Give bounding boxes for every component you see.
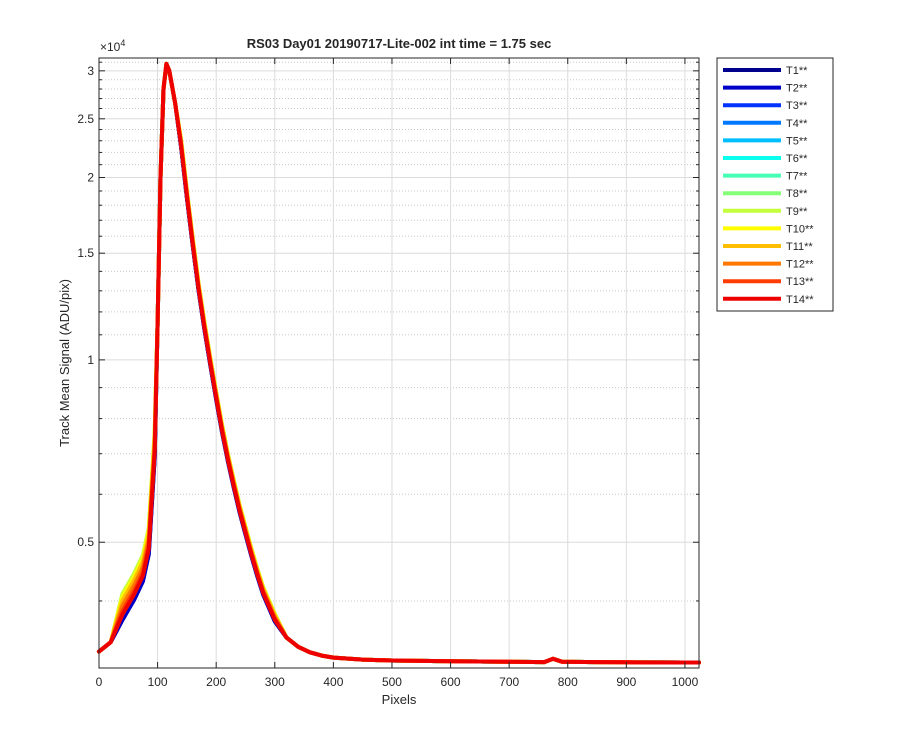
y-tick-label: 0.5 [77,535,94,549]
x-tick-label: 400 [323,675,343,689]
legend-label: T3** [786,100,808,112]
y-tick-label: 1 [87,353,94,367]
legend-label: T10** [786,223,814,235]
legend-entry: T13** [723,276,814,288]
y-tick-label: 1.5 [77,246,94,260]
legend-label: T12** [786,259,814,271]
legend-label: T2** [786,83,808,95]
y-tick-label: 3 [87,64,94,78]
y-exponent-power: 4 [120,38,125,48]
x-tick-label: 1000 [672,675,699,689]
legend-entry: T4** [723,118,808,130]
x-tick-label: 600 [441,675,461,689]
x-axis-label: Pixels [382,692,417,707]
legend-label: T14** [786,294,814,306]
x-tick-label: 200 [206,675,226,689]
legend-entries: T1** T2** T3** T4** T5** T6** T7** T8** T9** T10*… [723,65,814,306]
y-exponent-label: ×104 [100,38,125,54]
legend-label: T13** [786,276,814,288]
legend-label: T7** [786,171,808,183]
plot-area [97,57,701,669]
x-tick-label: 500 [382,675,402,689]
chart-title: RS03 Day01 20190717-Lite-002 int time = … [247,36,552,51]
x-tick-label: 700 [499,675,519,689]
legend-label: T6** [786,153,808,165]
x-tick-label: 800 [558,675,578,689]
y-tick-label: 2 [87,171,94,185]
legend-box [716,57,834,312]
y-tick-labels: 0.5 1 1.5 2 2.5 3 [77,64,94,549]
y-axis-label: Track Mean Signal (ADU/pix) [57,279,72,447]
legend-label: T4** [786,118,808,130]
legend-label: T9** [786,206,808,218]
legend-entry: T1** [723,65,808,77]
legend-entry: T14** [723,294,814,306]
x-tick-label: 300 [265,675,285,689]
legend-entry: T7** [723,171,808,183]
legend: T1** T2** T3** T4** T5** T6** T7** T8** T9** T10*… [716,57,834,312]
legend-entry: T5** [723,135,808,147]
x-tick-labels: 0 100 200 300 400 500 600 700 800 900 1000 [96,675,699,689]
legend-entry: T6** [723,153,808,165]
x-tick-label: 0 [96,675,103,689]
legend-label: T8** [786,188,808,200]
legend-entry: T8** [723,188,808,200]
tick-marks [98,58,699,668]
legend-label: T1** [786,65,808,77]
legend-entry: T9** [723,206,808,218]
series-line-T14 [97,61,701,665]
x-tick-label: 100 [148,675,168,689]
plot-background [99,58,699,668]
legend-entry: T10** [723,223,814,235]
plot-border [98,57,700,669]
legend-entry: T3** [723,100,808,112]
legend-entry: T12** [723,259,814,271]
series-lines [97,61,701,665]
y-tick-label: 2.5 [77,112,94,126]
legend-label: T5** [786,135,808,147]
x-tick-label: 900 [616,675,636,689]
minor-grid [99,61,699,602]
legend-entry: T11** [723,241,813,253]
legend-entry: T2** [723,83,808,95]
legend-label: T11** [786,241,813,253]
